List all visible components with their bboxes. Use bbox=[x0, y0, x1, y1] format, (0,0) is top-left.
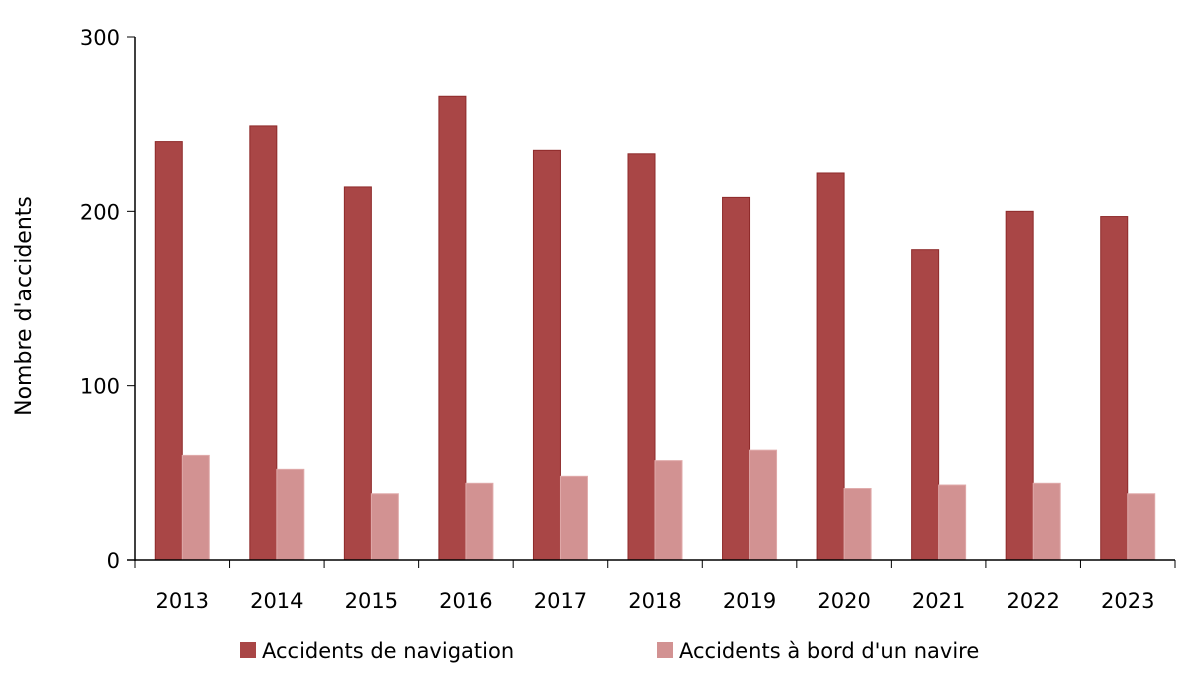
legend-label-navigation: Accidents de navigation bbox=[262, 639, 514, 663]
x-tick-label: 2016 bbox=[439, 589, 492, 613]
x-tick-label: 2015 bbox=[345, 589, 398, 613]
bar-navigation-2015 bbox=[343, 186, 372, 561]
y-tick-label: 100 bbox=[80, 375, 120, 399]
bar-navigation-2020 bbox=[816, 172, 845, 561]
x-tick-label: 2013 bbox=[156, 589, 209, 613]
bar-onboard-2022 bbox=[1032, 482, 1061, 561]
bar-onboard-2015 bbox=[370, 493, 399, 561]
bar-onboard-2013 bbox=[181, 454, 210, 561]
axes-group: 2013 2014 2015 2016 2017 2018 2019 2020 2021 2022… bbox=[80, 26, 1176, 613]
y-tick-label: 0 bbox=[107, 549, 120, 573]
legend: Accidents de navigation Accidents à bord … bbox=[240, 639, 979, 663]
bar-onboard-2014 bbox=[276, 468, 305, 561]
bars-group bbox=[154, 95, 1156, 561]
bar-navigation-2014 bbox=[249, 125, 278, 561]
x-tick-label: 2020 bbox=[817, 589, 870, 613]
x-tick-label: 2018 bbox=[628, 589, 681, 613]
x-tick-label: 2023 bbox=[1101, 589, 1154, 613]
bar-navigation-2013 bbox=[154, 141, 183, 561]
x-tick-label: 2021 bbox=[912, 589, 965, 613]
y-tick-label: 200 bbox=[80, 200, 120, 224]
bar-onboard-2020 bbox=[843, 488, 872, 561]
legend-swatch-onboard bbox=[657, 642, 673, 658]
bar-onboard-2019 bbox=[749, 449, 778, 561]
bar-navigation-2017 bbox=[532, 149, 561, 561]
bar-onboard-2023 bbox=[1127, 493, 1156, 561]
legend-label-onboard: Accidents à bord d'un navire bbox=[679, 639, 979, 663]
x-tick-label: 2022 bbox=[1006, 589, 1059, 613]
bar-navigation-2021 bbox=[911, 249, 940, 561]
bar-navigation-2023 bbox=[1100, 216, 1129, 561]
bar-onboard-2017 bbox=[559, 475, 588, 561]
x-tick-label: 2014 bbox=[250, 589, 303, 613]
bar-navigation-2022 bbox=[1005, 210, 1034, 561]
bar-navigation-2019 bbox=[722, 196, 751, 561]
legend-swatch-navigation bbox=[240, 642, 256, 658]
bar-onboard-2018 bbox=[654, 460, 683, 561]
x-tick-label: 2017 bbox=[534, 589, 587, 613]
y-axis-label: Nombre d'accidents bbox=[12, 196, 37, 416]
bar-navigation-2016 bbox=[438, 95, 467, 561]
bar-onboard-2021 bbox=[938, 484, 967, 561]
y-tick-label: 300 bbox=[80, 26, 120, 50]
x-tick-label: 2019 bbox=[723, 589, 776, 613]
bar-onboard-2016 bbox=[465, 482, 494, 561]
bar-navigation-2018 bbox=[627, 153, 656, 561]
